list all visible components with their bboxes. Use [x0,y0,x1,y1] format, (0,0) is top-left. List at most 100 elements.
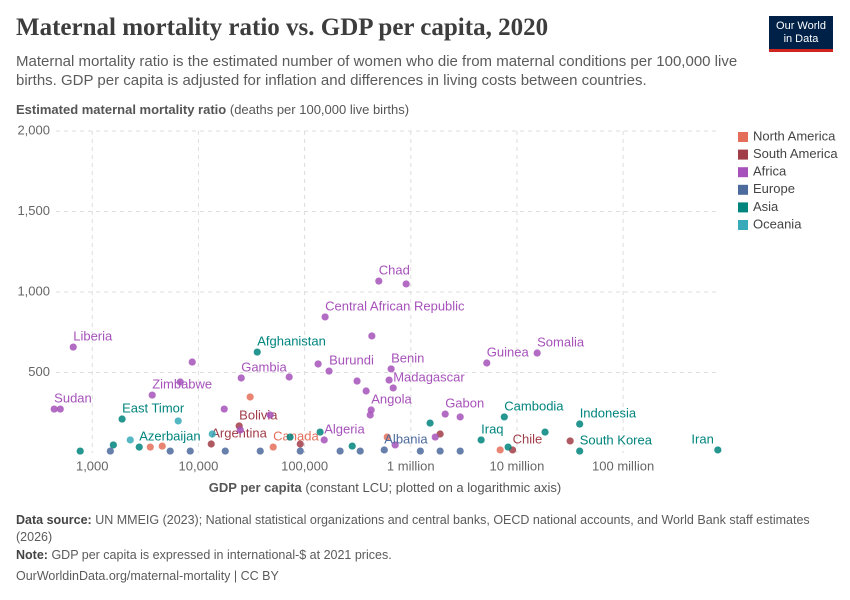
x-tick-label: 10 million [489,458,544,473]
point [50,405,58,413]
point-label: Guinea [487,344,530,359]
point [321,313,329,321]
legend-swatch [738,132,748,142]
point-label: Angola [371,391,412,406]
point [166,447,174,455]
legend-label: Oceania [753,216,802,231]
point [431,433,439,441]
logo[interactable]: Our World in Data [769,16,833,52]
point-label: Chile [513,431,543,446]
point [207,440,215,448]
point [500,413,508,421]
point [336,447,344,455]
x-tick-label: 1 million [387,458,435,473]
logo-line: Our World [776,20,826,32]
legend-label: South America [753,146,838,161]
legend-label: Asia [753,199,779,214]
source: Data source: UN MMEIG (2023); National s… [16,512,831,546]
point [325,367,333,375]
legend-swatch [738,167,748,178]
point [208,430,216,438]
point [118,415,126,423]
point [456,447,464,455]
point [320,436,328,444]
point-label: Central African Republic [325,298,465,313]
point [353,377,361,385]
point [402,280,410,288]
point [356,447,364,455]
subtitle: Maternal mortality ratio is the estimate… [16,53,738,89]
point [533,349,541,357]
point [246,393,254,401]
point [385,376,393,384]
url[interactable]: OurWorldinData.org/maternal-mortality | … [16,569,279,583]
point-label: Indonesia [580,405,637,420]
point [368,332,376,340]
point-label: Chad [379,262,410,277]
x-label: GDP per capita [209,480,303,495]
point [566,437,574,445]
point [477,436,485,444]
point [221,447,229,455]
x-tick-label: 10,000 [179,458,219,473]
point [296,440,304,448]
point [576,447,584,455]
point [483,359,491,367]
point-label: South Korea [580,433,653,448]
point-label: Iraq [481,421,503,436]
point [316,428,324,436]
y-label: Estimated maternal mortality ratio [16,102,226,117]
point [56,405,64,413]
point-label: Bolivia [239,407,278,422]
legend-swatch [738,149,748,160]
point [146,443,154,451]
x-axis-label: GDP per capita (constant LCU; plotted on… [209,480,561,495]
title: Maternal mortality ratio vs. GDP per cap… [16,14,549,41]
point-label: Madagascar [393,369,465,384]
point [256,447,264,455]
point-label: Algeria [324,421,365,436]
point [504,443,512,451]
point-label: Iran [691,431,713,446]
x-tick-label: 100,000 [281,458,328,473]
point-label: Somalia [537,334,585,349]
point [426,419,434,427]
note-label: Note: [16,548,48,562]
point [253,348,261,356]
point [296,447,304,455]
point-label: Benin [391,350,424,365]
y-tick-label: 1,000 [17,283,50,298]
point [106,447,114,455]
point [266,411,274,419]
y-tick-label: 500 [28,364,50,379]
legend-label: North America [753,128,836,143]
point [236,426,244,434]
y-tick-label: 2,000 [17,122,50,137]
point [391,441,399,449]
point [76,447,84,455]
legend-swatch [738,184,748,195]
point [158,442,166,450]
point [576,420,584,428]
legend-label: Europe [753,181,795,196]
point [714,446,722,454]
note: Note: GDP per capita is expressed in int… [16,547,831,564]
point [389,384,397,392]
logo-line: in Data [783,33,819,45]
point [269,443,277,451]
legend-swatch [738,202,748,213]
point [188,358,196,366]
point [380,446,388,454]
point [375,277,383,285]
point [237,374,245,382]
point-label: Albania [384,431,428,446]
point [285,373,293,381]
point [176,378,184,386]
point-label: Canada [273,428,319,443]
point [541,428,549,436]
point [126,436,134,444]
point-label: Burundi [329,352,374,367]
source-label: Data source: [16,513,92,527]
point [174,417,182,425]
